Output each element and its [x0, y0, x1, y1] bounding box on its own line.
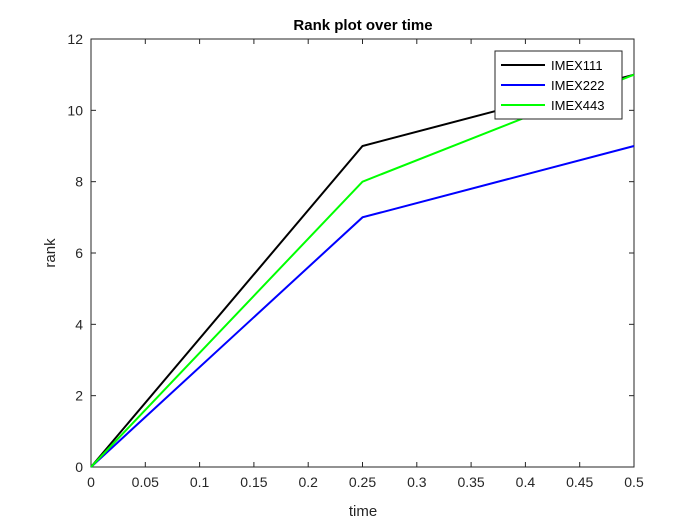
x-tick-label: 0	[87, 474, 95, 490]
x-tick-label: 0.2	[298, 474, 318, 490]
x-tick-label: 0.3	[407, 474, 427, 490]
legend-label: IMEX443	[551, 98, 604, 113]
y-axis-label: rank	[42, 238, 59, 268]
x-tick-label: 0.15	[240, 474, 267, 490]
y-tick-label: 8	[75, 174, 83, 190]
x-tick-label: 0.5	[624, 474, 644, 490]
x-tick-label: 0.1	[190, 474, 210, 490]
x-tick-label: 0.4	[516, 474, 536, 490]
chart-title: Rank plot over time	[293, 17, 432, 34]
x-tick-label: 0.45	[566, 474, 593, 490]
y-tick-label: 4	[75, 316, 83, 332]
y-tick-label: 0	[75, 459, 83, 475]
legend: IMEX111 IMEX222 IMEX443	[494, 50, 623, 120]
x-tick-label: 0.35	[457, 474, 484, 490]
y-tick-label: 6	[75, 245, 83, 261]
y-tick-label: 10	[67, 102, 83, 118]
y-tick-label: 2	[75, 388, 83, 404]
legend-label: IMEX111	[551, 58, 603, 73]
x-tick-label: 0.25	[349, 474, 376, 490]
x-axis-label: time	[349, 503, 377, 520]
x-tick-label: 0.05	[132, 474, 159, 490]
y-tick-label: 12	[67, 31, 83, 47]
legend-label: IMEX222	[551, 78, 604, 93]
series-line-imex222	[90, 145, 635, 468]
